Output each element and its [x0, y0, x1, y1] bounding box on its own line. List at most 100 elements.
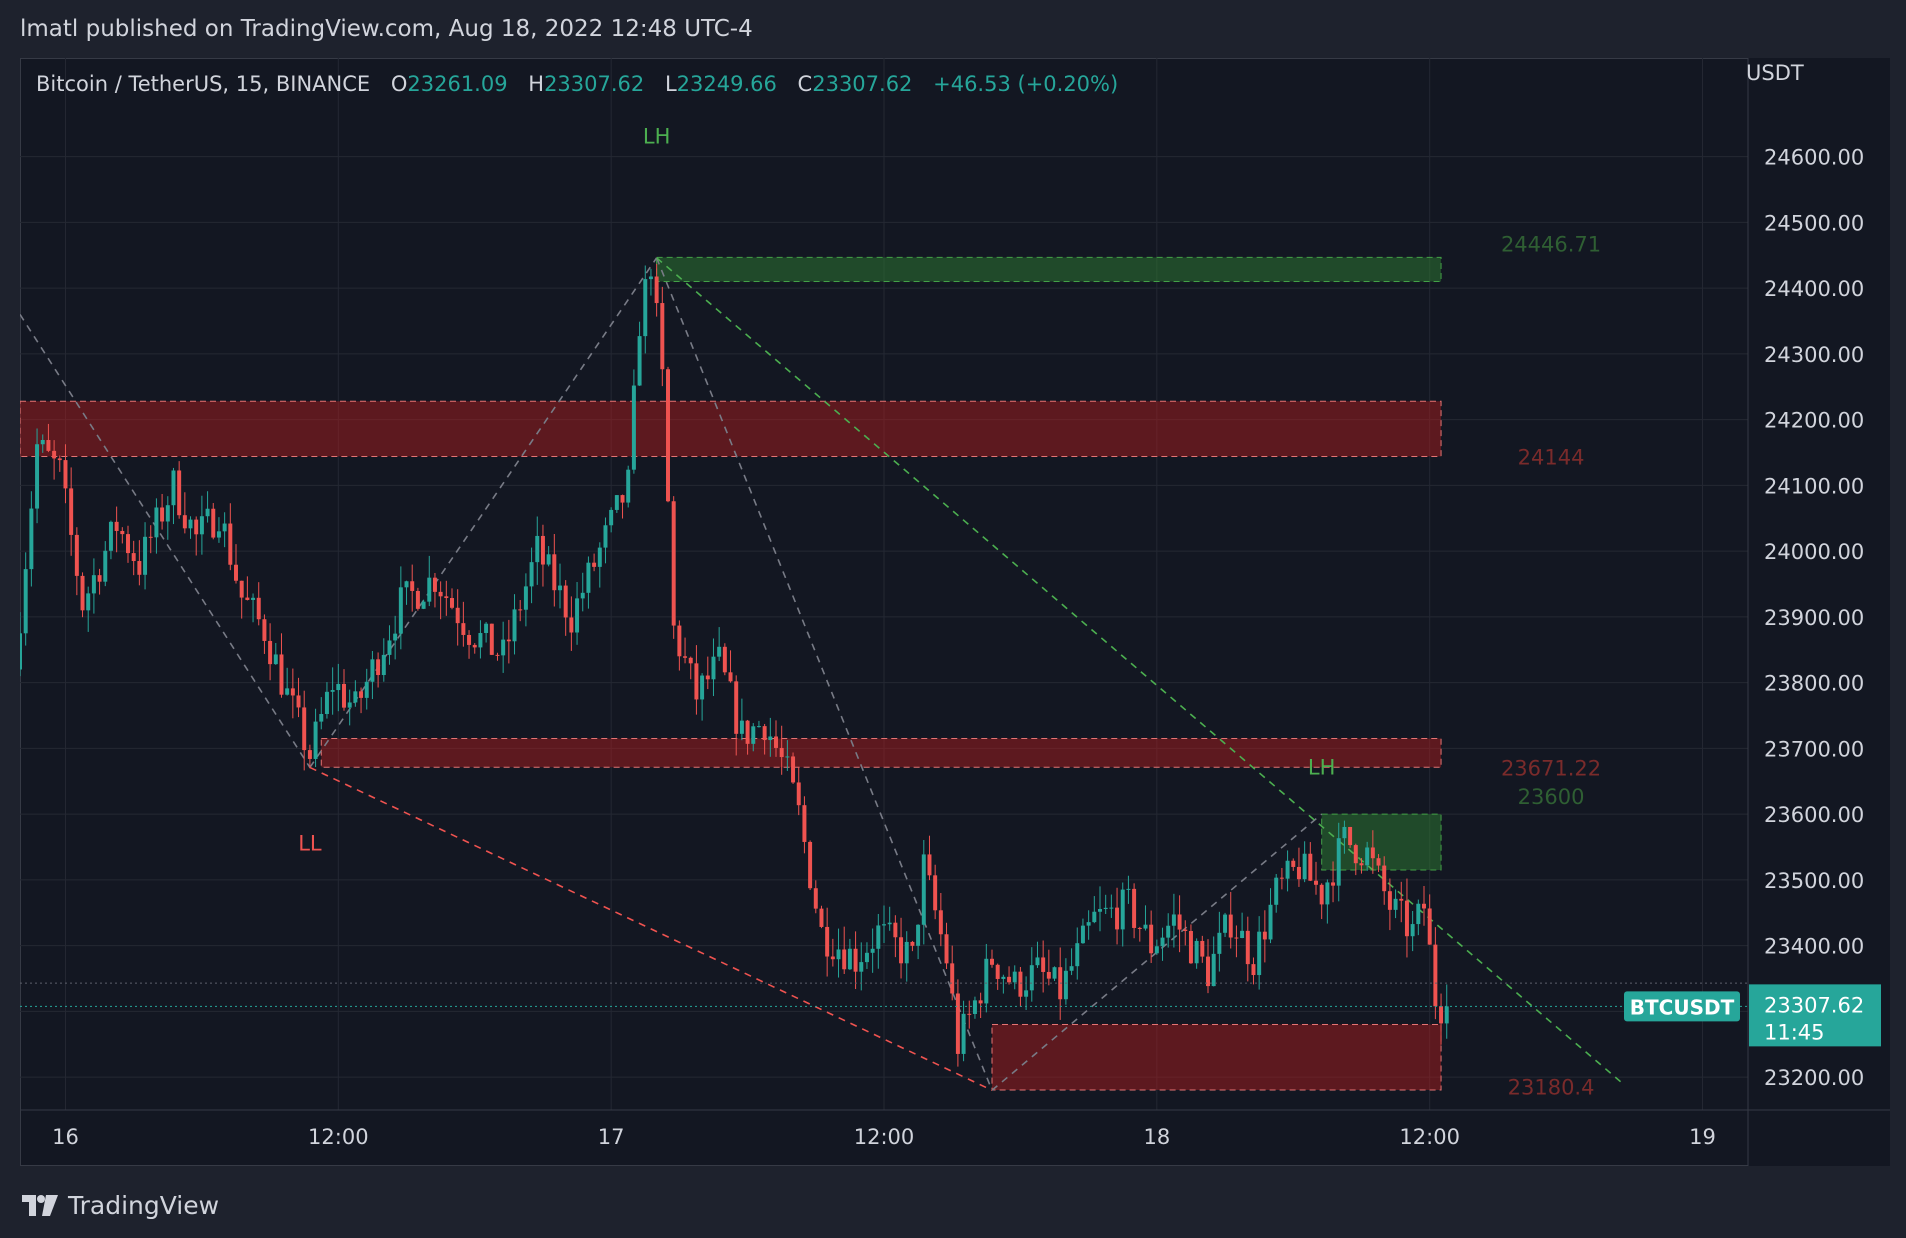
legend-change: +46.53 (+0.20%) — [933, 72, 1119, 96]
candle-body — [1444, 1006, 1449, 1024]
candle-body — [69, 488, 74, 535]
candle — [774, 720, 778, 757]
candle — [1029, 947, 1034, 1002]
trend-lines-layer — [20, 257, 1624, 1091]
zone-price-label: 24144 — [1518, 445, 1585, 469]
candle-body — [330, 690, 335, 692]
symbol-legend[interactable]: Bitcoin / TetherUS, 15, BINANCE O23261.0… — [36, 72, 1118, 96]
candle-body — [978, 1000, 983, 1004]
candle-body — [438, 591, 443, 597]
candle-body — [421, 601, 426, 609]
candle — [705, 656, 710, 690]
candle-body — [342, 683, 346, 708]
candle-body — [1325, 882, 1330, 905]
candle — [324, 682, 329, 719]
candle-body — [728, 672, 733, 682]
candle-body — [199, 516, 204, 535]
candle-body — [80, 575, 85, 611]
candle — [1433, 927, 1438, 1020]
candle — [1075, 927, 1080, 980]
candle-body — [506, 639, 511, 642]
candle — [177, 461, 182, 519]
candle-body — [1342, 826, 1347, 839]
candle-body — [518, 609, 523, 611]
candle — [694, 645, 699, 715]
candle-body — [108, 521, 113, 551]
time-tick-label: 19 — [1689, 1125, 1716, 1149]
candle-body — [614, 495, 619, 510]
candle — [927, 835, 932, 881]
last-price-marker: BTCUSDT 23307.62 11:45 — [20, 982, 1881, 1047]
candle — [35, 428, 40, 524]
candle-body — [126, 534, 130, 554]
candle-body — [1427, 908, 1432, 945]
candle — [552, 533, 557, 607]
candle-body — [216, 531, 221, 538]
candle-body — [756, 726, 761, 728]
candle-body — [188, 519, 193, 529]
candle — [1177, 895, 1182, 953]
candle — [23, 552, 28, 646]
candle — [660, 286, 665, 387]
candle-body — [256, 597, 261, 620]
candle — [990, 949, 994, 968]
chart-frame[interactable] — [20, 58, 1890, 1166]
candle — [1035, 941, 1040, 968]
candle — [802, 796, 807, 854]
candle — [91, 558, 96, 614]
candle-body — [853, 948, 858, 972]
candle-body — [1046, 971, 1051, 979]
price-tick-label: 24200.00 — [1764, 409, 1864, 433]
price-axis[interactable]: USDT 24600.00 24500.00 24400.00 24300.00 2420… — [1746, 58, 1890, 1166]
candle — [1086, 910, 1091, 940]
price-tick-label: 24100.00 — [1764, 474, 1864, 498]
price-tick-label: 24600.00 — [1764, 146, 1864, 170]
candle — [228, 503, 233, 571]
candle — [597, 542, 602, 588]
gray-dash-trend-line — [20, 313, 311, 768]
time-axis[interactable]: 16 12:00 17 12:00 18 12:00 19 — [20, 1109, 1890, 1149]
candle — [864, 942, 869, 969]
candle — [688, 656, 693, 680]
candle — [1308, 842, 1313, 882]
candle — [120, 527, 125, 544]
candle — [950, 945, 955, 1001]
candle-body — [46, 440, 51, 451]
candle — [540, 524, 545, 587]
candle — [484, 621, 489, 643]
candle — [478, 620, 483, 659]
candle — [1024, 976, 1029, 1011]
candle — [779, 725, 784, 775]
candle — [472, 643, 477, 654]
candle — [268, 623, 273, 681]
candle — [74, 527, 79, 596]
candle — [1444, 984, 1449, 1039]
candle-body — [359, 691, 364, 698]
swing-label-lh: LH — [643, 124, 671, 148]
candle-body — [1194, 940, 1199, 964]
candle — [126, 525, 130, 563]
candle-body — [290, 688, 295, 696]
candle-body — [529, 562, 534, 587]
candle-body — [626, 469, 631, 503]
candle-body — [484, 623, 489, 634]
candle — [512, 594, 517, 655]
candles-layer — [20, 263, 1449, 1067]
candle-body — [774, 736, 778, 748]
legend-low-value: 23249.66 — [676, 72, 777, 96]
candle-body — [228, 523, 233, 565]
candle-body — [751, 726, 756, 744]
candle — [1137, 926, 1142, 942]
grid-lines — [20, 58, 1748, 1110]
candle — [97, 568, 102, 595]
candle-body — [666, 369, 670, 502]
candle — [1058, 947, 1063, 1020]
candle-body — [1439, 1006, 1444, 1024]
candle — [63, 444, 68, 504]
candle-body — [882, 924, 886, 926]
symbol-tag-label: BTCUSDT — [1630, 995, 1735, 1019]
last-price-box — [1749, 984, 1881, 1047]
candle-body — [398, 587, 403, 634]
candle — [46, 423, 51, 453]
